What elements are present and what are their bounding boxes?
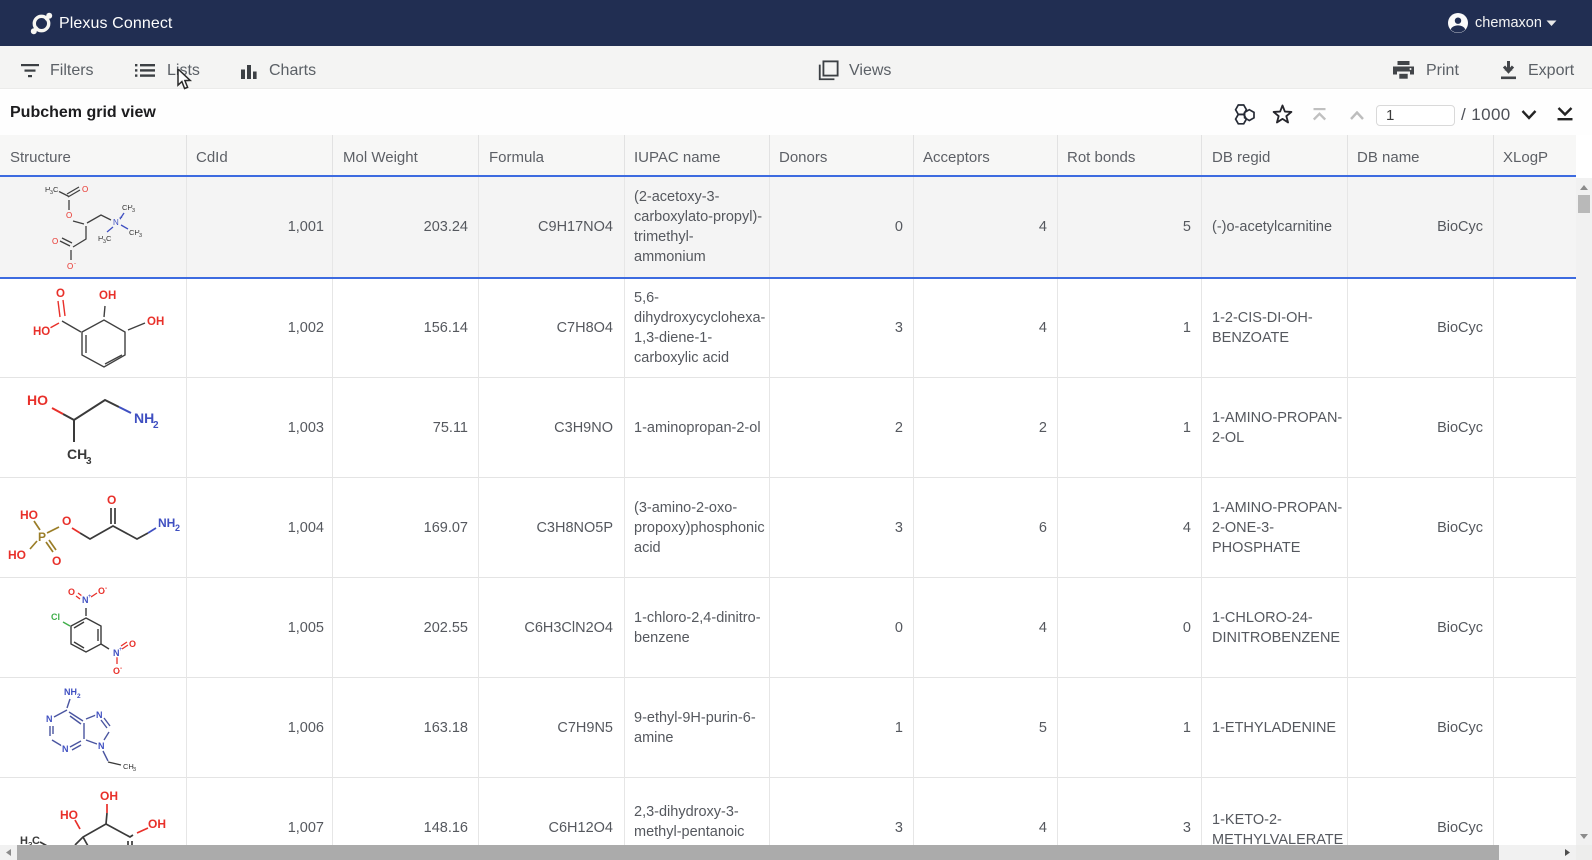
svg-text:3: 3 [133,767,136,773]
svg-text:OH: OH [100,789,118,803]
svg-text:O: O [82,185,88,194]
svg-text:OH: OH [147,316,164,328]
svg-text:-: - [120,665,122,672]
svg-text:3: 3 [103,239,106,245]
svg-text:HO: HO [20,508,38,522]
svg-text:O: O [129,639,136,649]
svg-text:2: 2 [77,693,81,700]
svg-text:NH: NH [64,687,77,697]
svg-text:O: O [52,554,61,568]
svg-text:C: C [32,835,40,847]
svg-text:N: N [98,741,105,751]
svg-text:OH: OH [99,290,116,302]
svg-text:-: - [105,585,107,592]
svg-text:NH: NH [134,410,154,426]
svg-text:C: C [53,185,59,194]
svg-text:H: H [98,234,103,243]
svg-text:O: O [52,237,58,246]
svg-text:-: - [74,261,76,267]
svg-text:O: O [68,587,75,597]
svg-text:CH: CH [122,203,133,212]
svg-text:O: O [107,493,116,507]
svg-text:HO: HO [33,326,50,338]
svg-text:CH: CH [67,446,87,462]
svg-text:H: H [20,835,28,847]
svg-text:O: O [56,288,65,300]
svg-text:O: O [67,262,73,271]
svg-text:2: 2 [153,420,159,431]
svg-text:CH: CH [129,228,140,237]
svg-text:HO: HO [27,392,48,408]
svg-text:N: N [113,648,120,658]
svg-text:N: N [113,218,119,227]
svg-text:CH: CH [123,762,134,771]
svg-text:HO: HO [60,808,78,822]
svg-text:NH: NH [158,516,175,530]
svg-text:3: 3 [50,190,53,196]
svg-text:C: C [106,234,112,243]
svg-text:N: N [46,714,53,724]
svg-text:3: 3 [139,233,142,239]
svg-text:2: 2 [175,523,180,533]
svg-text:3: 3 [86,456,92,467]
svg-text:O: O [66,211,72,220]
svg-text:N: N [82,595,89,605]
svg-text:OH: OH [148,817,166,831]
svg-text:Cl: Cl [51,612,60,622]
svg-text:+: + [119,647,123,653]
svg-text:+: + [88,594,92,600]
svg-text:+: + [119,216,123,222]
svg-text:H: H [45,185,50,194]
svg-text:P: P [38,530,46,544]
svg-text:O: O [98,586,105,596]
svg-text:O: O [62,514,71,528]
svg-text:O: O [113,666,120,676]
svg-text:HO: HO [8,548,26,562]
svg-text:3: 3 [132,208,135,214]
svg-text:N: N [62,744,69,754]
svg-text:N: N [96,710,103,720]
